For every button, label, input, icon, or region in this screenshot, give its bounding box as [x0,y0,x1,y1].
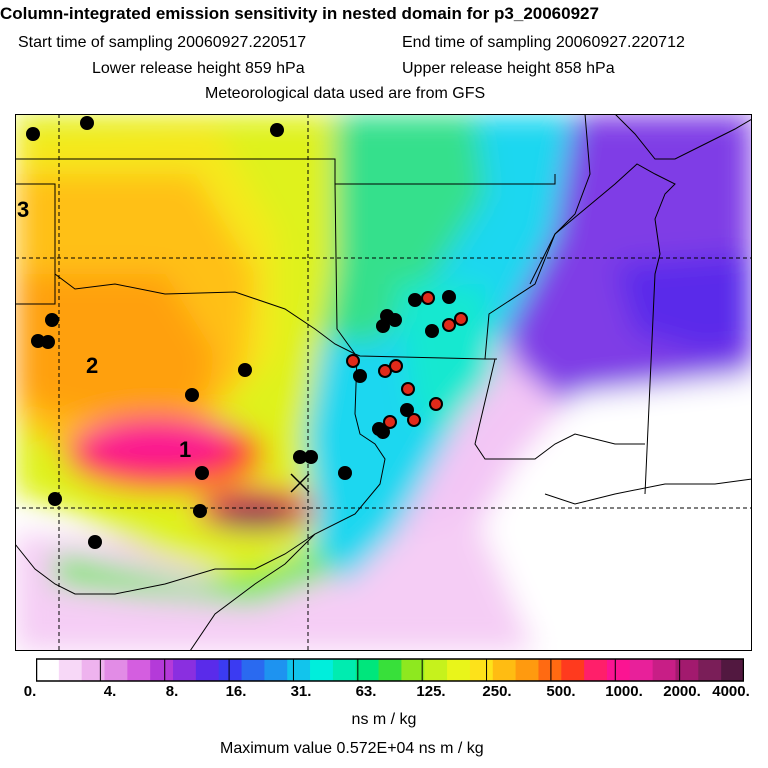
colorbar-segment [698,659,722,681]
red-marker [383,415,397,429]
black-marker [193,504,207,518]
colorbar-segment [584,659,608,681]
colorbar-segment [721,659,744,681]
black-markers [26,116,456,549]
colorbar-segment [150,659,174,681]
colorbar-tick-label: 0. [23,683,37,700]
colorbar-tick-label: 250. [482,683,512,700]
colorbar-segment [469,659,494,681]
red-marker [378,364,392,378]
region-label-1: 1 [179,437,191,462]
red-marker [442,318,456,332]
colorbar-segment [515,659,539,681]
black-marker [26,127,40,141]
map-boundaries [15,114,752,651]
region-label-2: 2 [86,353,98,378]
lower-release-label: Lower release height 859 hPa [92,60,305,77]
black-marker [41,335,55,349]
colorbar-tick-label: 125. [416,683,446,700]
colorbar-segment [652,659,676,681]
red-marker [429,397,443,411]
colorbar-segment [287,659,311,681]
colorbar-frame [36,658,744,682]
red-marker [389,359,403,373]
colorbar-tick-label: 1000. [605,683,643,700]
colorbar [36,658,744,682]
red-marker [401,382,415,396]
upper-release-label: Upper release height 858 hPa [402,60,615,77]
red-marker [454,312,468,326]
colorbar-segment [173,659,197,681]
black-marker [442,290,456,304]
colorbar-segment [241,659,265,681]
colorbar-segment [378,659,402,681]
colorbar-segment [355,659,380,681]
colorbar-segment [127,659,151,681]
sensitivity-field [15,114,752,651]
black-marker [376,425,390,439]
sensitivity-map: 1 2 3 [15,114,752,651]
black-marker [88,535,102,549]
colorbar-segment [492,659,517,681]
release-point-marker [290,473,310,493]
region-label-3: 3 [17,197,29,222]
black-marker [425,324,439,338]
black-marker [388,313,402,327]
lat-lon-grid [15,114,752,651]
black-marker [195,466,209,480]
met-data-label: Meteorological data used are from GFS [205,85,486,102]
page-title: Column-integrated emission sensitivity i… [0,4,599,23]
black-marker [400,403,414,417]
black-marker [45,313,59,327]
colorbar-tick-label: 4000. [712,683,750,700]
colorbar-segment [561,659,585,681]
colorbar-tick-label: 4. [103,683,117,700]
colorbar-segment [104,659,128,681]
colorbar-tick-label: 63. [355,683,377,700]
colorbar-segment [332,659,357,681]
colorbar-segment [58,659,83,681]
colorbar-segment [264,659,288,681]
colorbar-segment [424,659,448,681]
black-marker [338,466,352,480]
colorbar-segment [310,659,334,681]
colorbar-tick-label: 8. [165,683,179,700]
colorbar-segment [538,659,562,681]
colorbar-segment [218,659,243,681]
map-frame [15,114,752,651]
colorbar-segment [606,659,631,681]
black-marker [80,116,94,130]
black-marker [238,363,252,377]
black-marker [353,369,367,383]
colorbar-segment [629,659,654,681]
black-marker [185,388,199,402]
black-marker [293,450,307,464]
red-marker [407,413,421,427]
black-marker [304,450,318,464]
colorbar-segment [447,659,471,681]
colorbar-segment [195,659,220,681]
colorbar-segment [401,659,425,681]
colorbar-segment [675,659,699,681]
colorbar-tick-label: 16. [225,683,247,700]
colorbar-tick-label: 500. [546,683,576,700]
black-marker [48,492,62,506]
colorbar-tick-label: 31. [290,683,312,700]
start-time-label: Start time of sampling 20060927.220517 [18,34,307,51]
red-marker [346,354,360,368]
end-time-label: End time of sampling 20060927.220712 [402,34,685,51]
colorbar-tick-label: 2000. [663,683,701,700]
red-markers [346,291,468,429]
black-marker [270,123,284,137]
red-marker [421,291,435,305]
colorbar-segment [81,659,106,681]
colorbar-units: ns m / kg [351,711,417,728]
max-value-label: Maximum value 0.572E+04 ns m / kg [220,740,484,757]
black-marker [408,293,422,307]
colorbar-segment [36,659,60,681]
